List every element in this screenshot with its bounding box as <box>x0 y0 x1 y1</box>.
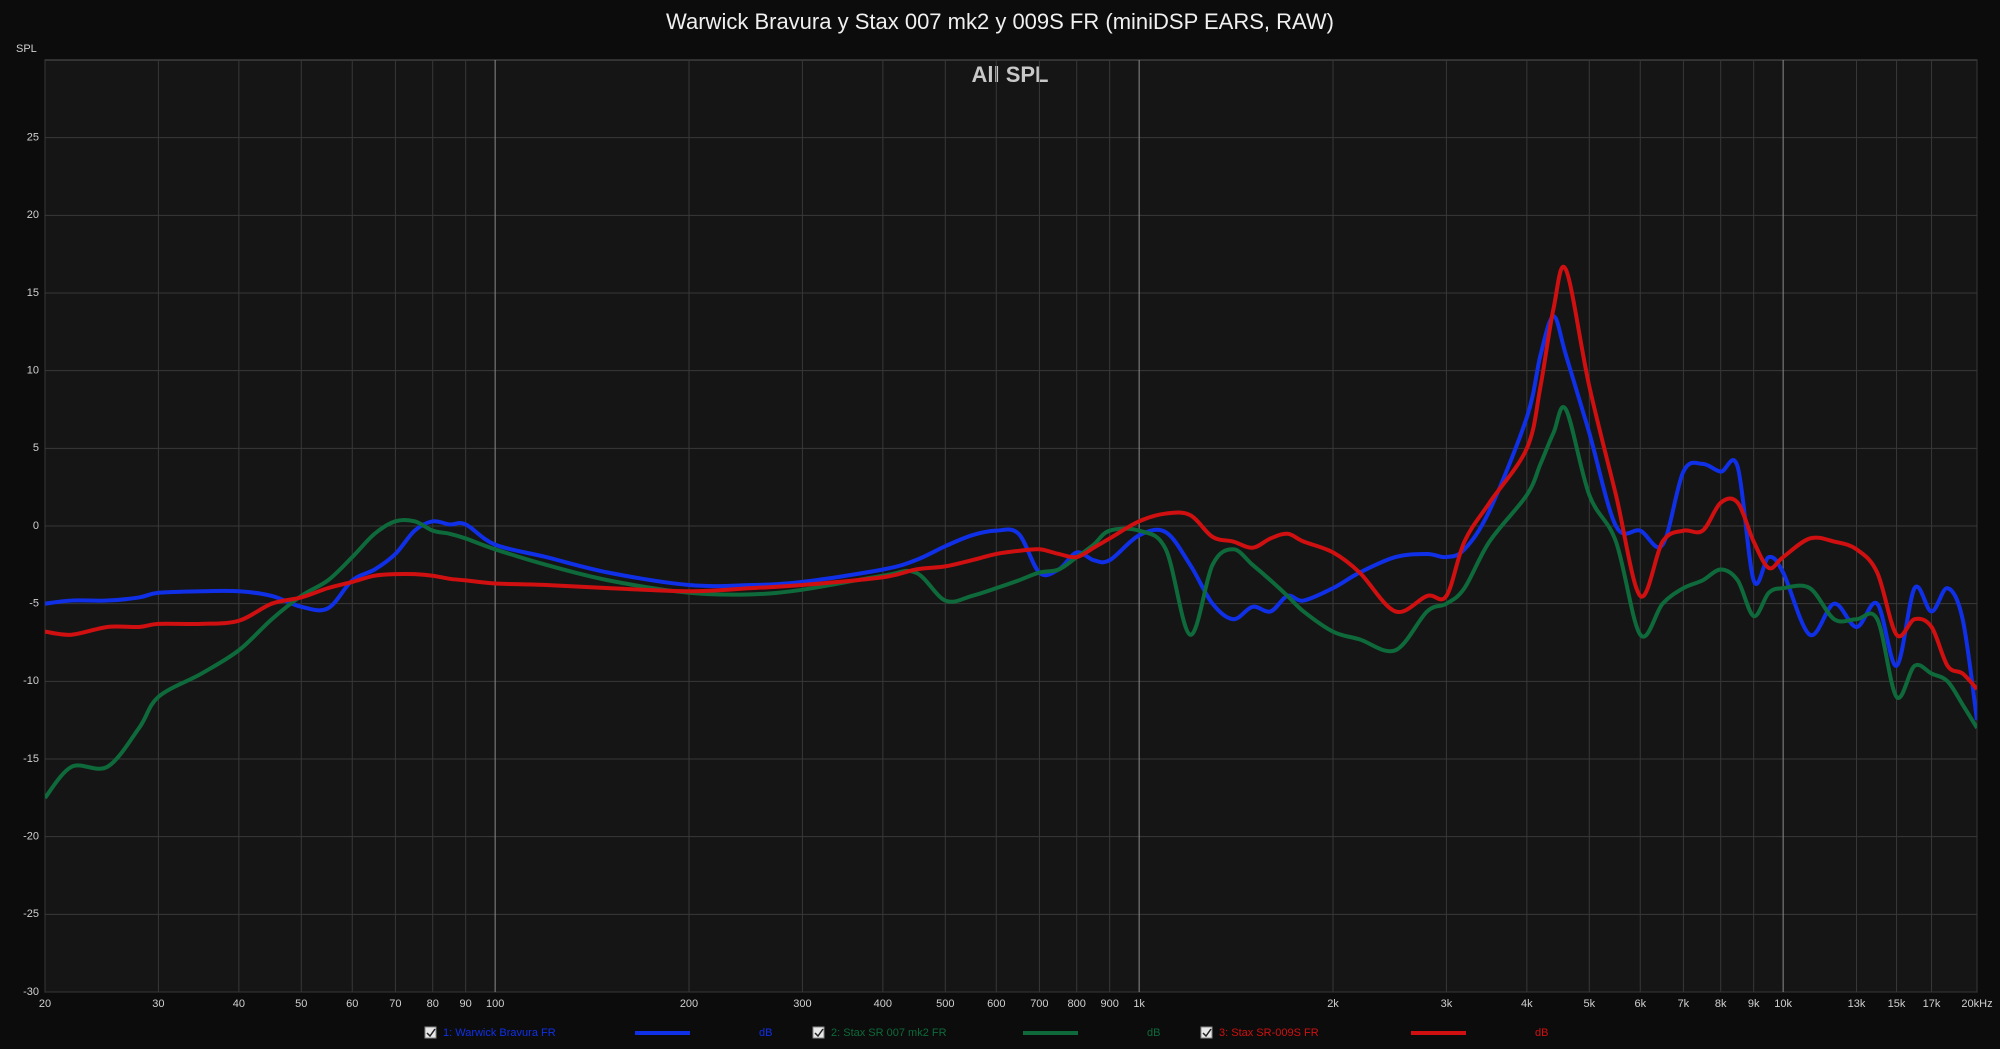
x-tick-label: 50 <box>295 998 307 1010</box>
x-tick-label: 800 <box>1068 998 1086 1010</box>
series-line <box>45 314 1977 721</box>
y-axis-label: SPL <box>16 43 37 55</box>
y-tick-label: -15 <box>23 753 39 765</box>
y-tick-label: -10 <box>23 675 39 687</box>
legend-label: 3: Stax SR-009S FR <box>1219 1027 1319 1039</box>
legend-checkbox <box>1200 1026 1213 1039</box>
legend-check <box>814 1028 824 1038</box>
x-tick-label: 90 <box>460 998 472 1010</box>
x-tick-label: 9k <box>1748 998 1760 1010</box>
x-tick-label: 20 <box>39 998 51 1010</box>
y-tick-label: 25 <box>27 132 39 144</box>
y-tick-label: 0 <box>33 520 39 532</box>
x-tick-label: 4k <box>1521 998 1533 1010</box>
x-tick-label: 3k <box>1441 998 1453 1010</box>
x-tick-label: 20kHz <box>1961 998 1992 1010</box>
x-tick-label: 60 <box>346 998 358 1010</box>
legend-checkbox <box>812 1026 825 1039</box>
x-tick-label: 8k <box>1715 998 1727 1010</box>
y-tick-label: -30 <box>23 986 39 998</box>
x-tick-label: 2k <box>1327 998 1339 1010</box>
x-tick-label: 1k <box>1133 998 1145 1010</box>
y-tick-label: -25 <box>23 908 39 920</box>
chart-title: Warwick Bravura y Stax 007 mk2 y 009S FR… <box>666 9 1334 34</box>
x-tick-label: 5k <box>1583 998 1595 1010</box>
x-tick-label: 10k <box>1774 998 1792 1010</box>
legend-unit: dB <box>1535 1027 1548 1039</box>
y-tick-label: 5 <box>33 442 39 454</box>
x-tick-label: 40 <box>233 998 245 1010</box>
legend-unit: dB <box>759 1027 772 1039</box>
y-tick-label: 15 <box>27 287 39 299</box>
x-tick-label: 100 <box>486 998 504 1010</box>
x-tick-label: 6k <box>1634 998 1646 1010</box>
x-tick-label: 500 <box>936 998 954 1010</box>
x-tick-label: 700 <box>1030 998 1048 1010</box>
x-tick-label: 400 <box>874 998 892 1010</box>
x-tick-label: 7k <box>1678 998 1690 1010</box>
x-tick-label: 600 <box>987 998 1005 1010</box>
y-tick-label: -5 <box>29 598 39 610</box>
y-tick-label: 10 <box>27 365 39 377</box>
legend-label: 2: Stax SR 007 mk2 FR <box>831 1027 947 1039</box>
legend-label: 1: Warwick Bravura FR <box>443 1027 556 1039</box>
x-tick-label: 900 <box>1100 998 1118 1010</box>
x-tick-label: 30 <box>152 998 164 1010</box>
x-tick-label: 200 <box>680 998 698 1010</box>
legend-check <box>426 1028 436 1038</box>
series-line <box>45 405 1977 800</box>
x-tick-label: 13k <box>1848 998 1866 1010</box>
x-tick-label: 80 <box>427 998 439 1010</box>
annotation: All SPL <box>971 62 1048 87</box>
x-tick-label: 15k <box>1888 998 1906 1010</box>
legend-checkbox <box>424 1026 437 1039</box>
y-tick-label: -20 <box>23 831 39 843</box>
legend-unit: dB <box>1147 1027 1160 1039</box>
y-tick-label: 20 <box>27 209 39 221</box>
x-tick-label: 300 <box>793 998 811 1010</box>
series-line <box>45 264 1977 691</box>
x-tick-label: 70 <box>389 998 401 1010</box>
x-tick-label: 17k <box>1923 998 1941 1010</box>
legend-check <box>1202 1028 1212 1038</box>
